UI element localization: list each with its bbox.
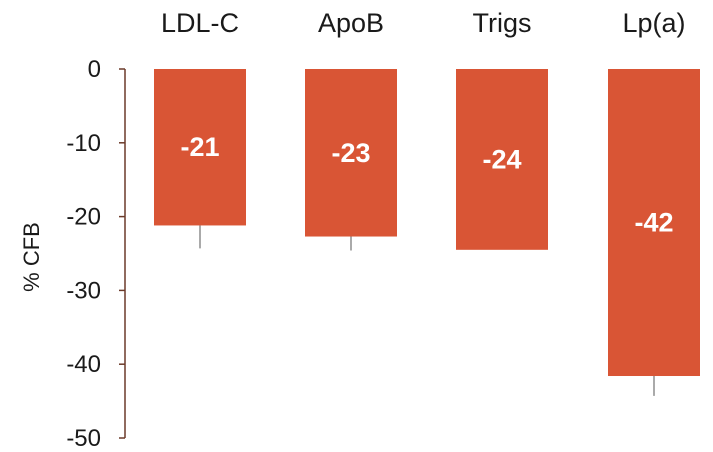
category-label: ApoB — [318, 8, 384, 38]
y-axis: 0 -10 -20 -30 -40 -50 — [66, 56, 126, 452]
category-label: Lp(a) — [622, 8, 685, 38]
y-tick-label: -50 — [66, 425, 101, 452]
y-axis-title: % CFB — [19, 222, 44, 292]
labels: LDL-C -21 ApoB -23 Trigs -24 Lp(a) -42 — [161, 8, 686, 238]
bar-apob — [305, 69, 397, 237]
category-label: LDL-C — [161, 8, 239, 38]
y-tick-label: 0 — [88, 56, 101, 83]
data-label: -42 — [634, 208, 673, 238]
y-tick-label: -30 — [66, 277, 101, 304]
y-tick-label: -40 — [66, 351, 101, 378]
bar-ldl-c — [154, 69, 246, 226]
bar-trigs — [456, 69, 548, 250]
data-label: -24 — [482, 144, 521, 174]
y-tick-label: -10 — [66, 130, 101, 157]
y-tick-label: -20 — [66, 204, 101, 231]
category-label: Trigs — [473, 8, 532, 38]
bar-lp-a- — [608, 69, 700, 377]
data-label: -23 — [331, 138, 370, 168]
bars — [154, 69, 700, 396]
data-label: -21 — [180, 132, 219, 162]
